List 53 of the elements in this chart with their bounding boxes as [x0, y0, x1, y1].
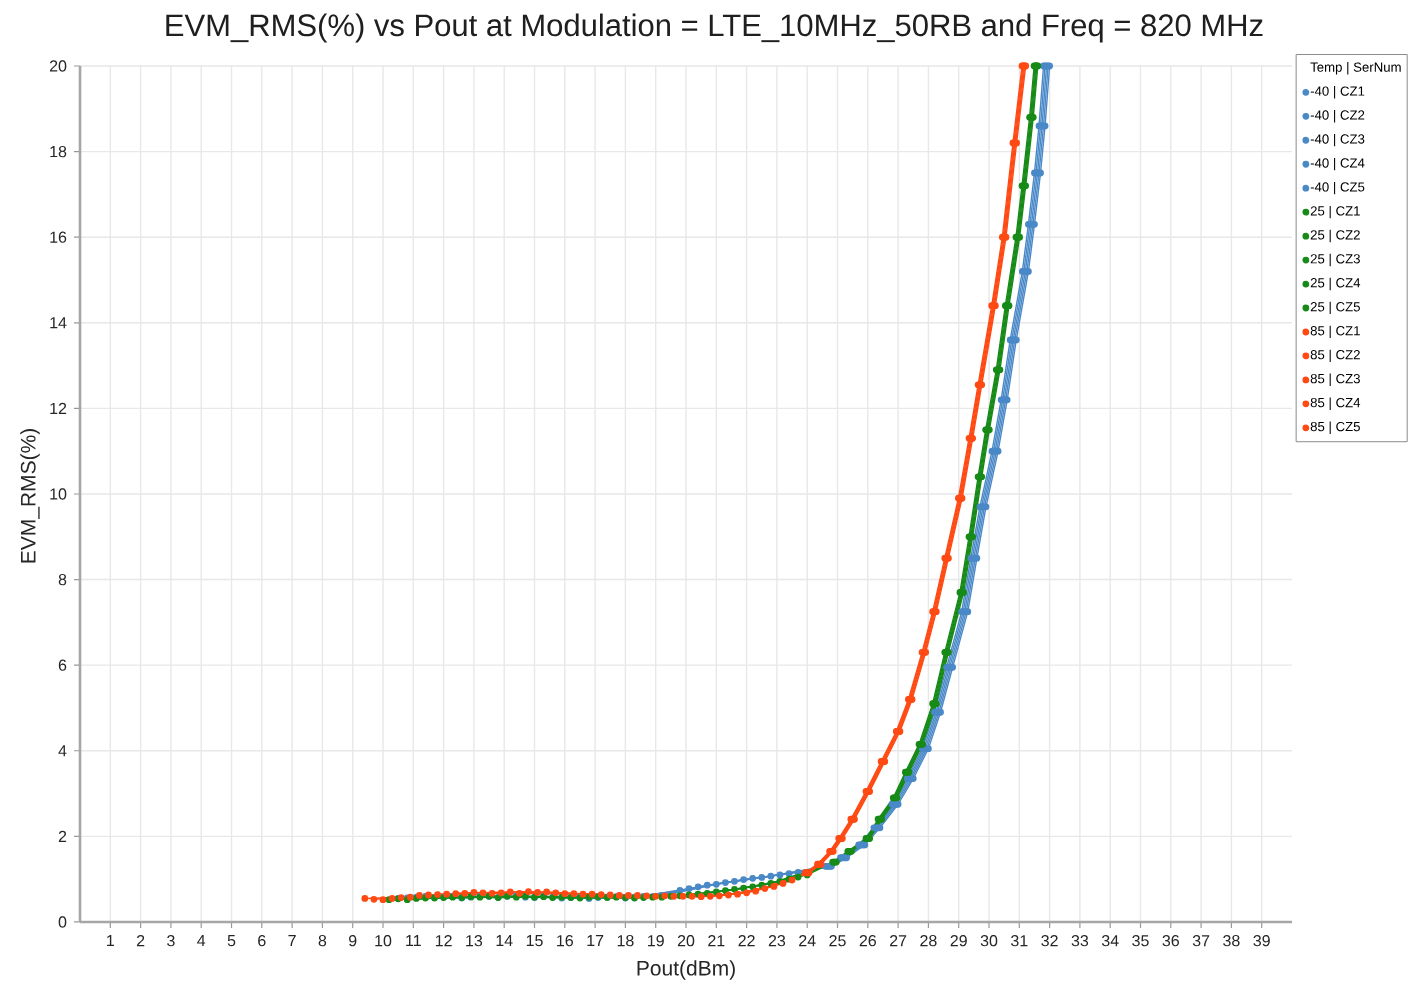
x-tick-label: 31: [1011, 935, 1028, 947]
x-tick-label: 16: [557, 935, 573, 947]
x-tick-label: 5: [227, 935, 236, 947]
x-tick-label: 26: [859, 935, 876, 947]
x-tick-label: 6: [258, 935, 266, 947]
x-tick-label: 38: [1223, 935, 1240, 947]
x-tick-label: 25: [829, 935, 846, 947]
x-tick-label: 3: [167, 935, 175, 947]
x-tick-label: 7: [288, 935, 296, 947]
y-tick-label: 20: [49, 60, 67, 72]
chart-title: EVM_RMS(%) vs Pout at Modulation = LTE_10MHz_50RB and Freq = 820 MHz: [166, 13, 1263, 43]
x-tick-label: 19: [648, 935, 664, 947]
x-axis-title: Pout(dBm): [637, 960, 735, 980]
x-tick-label: 28: [920, 935, 937, 947]
x-tick-label: 37: [1192, 935, 1210, 947]
x-tick-label: 9: [349, 935, 357, 947]
x-tick-label: 11: [406, 935, 421, 947]
x-tick-label: 29: [950, 935, 967, 947]
x-tick-label: 35: [1132, 935, 1149, 947]
x-tick-label: 30: [980, 935, 998, 947]
x-tick-label: 24: [799, 935, 816, 947]
y-tick-label: 0: [58, 916, 67, 928]
x-tick-label: 8: [318, 935, 327, 947]
x-tick-label: 1: [107, 935, 114, 947]
y-tick-label: 14: [50, 317, 67, 329]
y-tick-label: 16: [50, 231, 67, 243]
x-tick-label: 17: [587, 935, 604, 947]
x-tick-label: 15: [526, 935, 543, 947]
x-tick-label: 2: [136, 935, 145, 947]
x-tick-label: 18: [617, 935, 634, 947]
x-tick-label: 39: [1253, 935, 1270, 947]
y-tick-label: 2: [58, 830, 67, 842]
x-tick-label: 27: [890, 935, 907, 947]
x-tick-label: 22: [738, 935, 755, 947]
y-tick-label: 10: [50, 488, 67, 500]
x-tick-label: 21: [708, 935, 725, 947]
y-tick-label: 12: [50, 402, 67, 414]
x-tick-label: 33: [1071, 935, 1089, 947]
x-tick-label: 10: [375, 935, 392, 947]
x-tick-label: 4: [197, 935, 206, 947]
x-tick-label: 20: [677, 935, 695, 947]
x-tick-label: 34: [1101, 935, 1119, 947]
x-tick-label: 13: [466, 935, 483, 947]
x-tick-label: 12: [435, 935, 452, 947]
x-tick-label: 14: [496, 935, 513, 947]
x-tick-label: 23: [768, 935, 786, 947]
x-tick-label: 32: [1041, 935, 1058, 947]
y-tick-label: 18: [50, 145, 67, 158]
y-tick-label: 6: [58, 659, 67, 671]
y-tick-label: 4: [58, 745, 67, 757]
y-axis-title: EVM_RMS(%): [20, 429, 40, 563]
x-tick-label: 36: [1162, 935, 1179, 947]
y-tick-label: 8: [58, 573, 67, 586]
